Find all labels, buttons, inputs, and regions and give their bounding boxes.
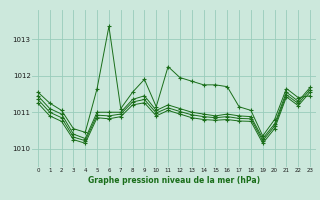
X-axis label: Graphe pression niveau de la mer (hPa): Graphe pression niveau de la mer (hPa) xyxy=(88,176,260,185)
